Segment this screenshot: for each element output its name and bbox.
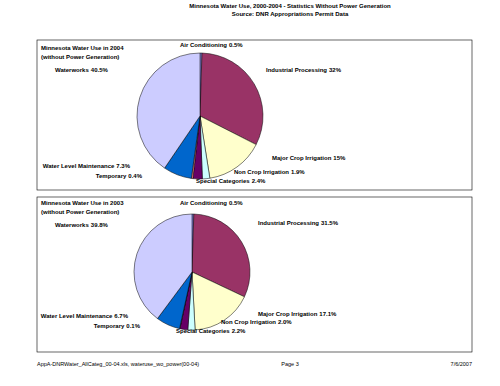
data-label: Non Crop Irrigation2.0%	[221, 319, 292, 325]
label-category: Air Conditioning	[180, 42, 227, 48]
label-value: 1.9%	[291, 169, 305, 175]
footer-right: 7/6/2007	[451, 361, 472, 367]
chart-title: Minnesota Water Use in 2003	[41, 200, 124, 206]
label-category: Air Conditioning	[180, 200, 227, 206]
chart-frame	[37, 40, 472, 190]
label-category: Major Crop Irrigation	[258, 311, 318, 317]
label-value: 6.7%	[114, 313, 128, 319]
data-label: Air Conditioning0.5%	[180, 200, 243, 206]
chart-title: Minnesota Water Use in 2004	[41, 45, 124, 51]
label-value: 40.5%	[91, 67, 109, 73]
slices	[134, 214, 250, 330]
chart-subtitle: (without Power Generation)	[41, 209, 119, 215]
label-value: 39.8%	[91, 222, 109, 228]
footer-left: AppA-DNRWater_AllCateg_00-04.xls, wateru…	[37, 361, 199, 367]
data-label: Special Categories2.4%	[196, 178, 266, 184]
chart-frame	[37, 197, 472, 352]
pie-chart: Minnesota Water Use in 2003 (without Powe…	[37, 197, 472, 352]
label-value: 0.4%	[128, 173, 142, 179]
label-category: Water Level Maintenance	[41, 313, 113, 319]
footer-center: Page 3	[281, 361, 298, 367]
data-label: Industrial Processing32%	[266, 67, 342, 73]
data-label: Air Conditioning0.5%	[180, 42, 243, 48]
label-value: 2.0%	[278, 319, 292, 325]
data-label: Waterworks39.8%	[55, 222, 108, 228]
label-value: 31.5%	[321, 220, 339, 226]
pie-slice	[134, 214, 192, 319]
data-label: Special Categories2.2%	[176, 328, 246, 334]
label-value: 0.1%	[126, 323, 140, 329]
data-label: Non Crop Irrigation1.9%	[234, 169, 305, 175]
label-category: Temporary	[96, 173, 127, 179]
data-label: Industrial Processing31.5%	[258, 220, 339, 226]
data-label: Temporary0.4%	[96, 173, 143, 179]
data-label: Major Crop Irrigation15%	[272, 155, 346, 161]
label-category: Temporary	[94, 323, 125, 329]
page: Minnesota Water Use, 2000-2004 - Statist…	[0, 0, 500, 386]
label-value: 15%	[333, 155, 346, 161]
pie-chart: Minnesota Water Use in 2004 (without Powe…	[37, 40, 472, 190]
label-category: Industrial Processing	[266, 67, 327, 73]
label-category: Non Crop Irrigation	[221, 319, 276, 325]
page-title: Minnesota Water Use, 2000-2004 - Statist…	[189, 3, 391, 9]
label-category: Major Crop Irrigation	[272, 155, 332, 161]
slices	[137, 53, 263, 179]
label-value: 2.2%	[232, 328, 246, 334]
label-value: 17.1%	[319, 311, 337, 317]
label-value: 32%	[329, 67, 342, 73]
label-category: Water Level Maintenance	[43, 163, 115, 169]
label-category: Waterworks	[55, 67, 89, 73]
label-category: Special Categories	[196, 178, 250, 184]
label-value: 7.3%	[116, 163, 130, 169]
label-category: Industrial Processing	[258, 220, 319, 226]
data-label: Waterworks40.5%	[55, 67, 108, 73]
data-label: Temporary0.1%	[94, 323, 141, 329]
label-value: 2.4%	[252, 178, 266, 184]
chart-subtitle: (without Power Generation)	[41, 54, 119, 60]
label-category: Non Crop Irrigation	[234, 169, 289, 175]
label-category: Waterworks	[55, 222, 89, 228]
label-value: 0.5%	[229, 42, 243, 48]
pie-slice	[137, 53, 200, 168]
data-label: Water Level Maintenance6.7%	[41, 313, 129, 319]
data-label: Water Level Maintenance7.3%	[43, 163, 131, 169]
page-subtitle: Source: DNR Appropriations Permit Data	[232, 11, 349, 17]
data-label: Major Crop Irrigation17.1%	[258, 311, 337, 317]
label-value: 0.5%	[229, 200, 243, 206]
label-category: Special Categories	[176, 328, 230, 334]
